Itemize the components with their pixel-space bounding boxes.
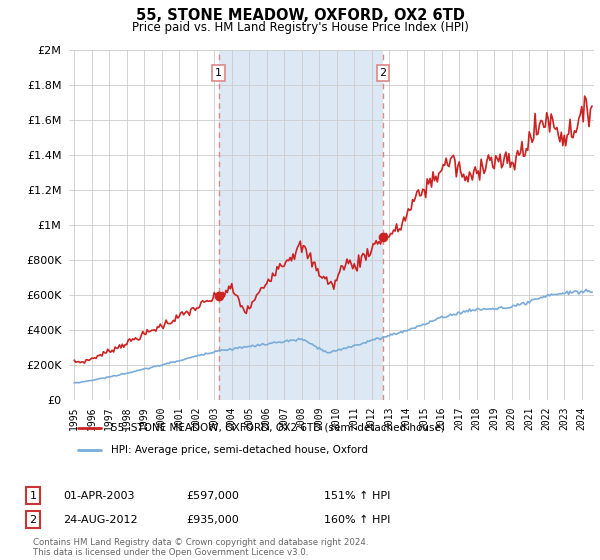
Text: 1: 1: [29, 491, 37, 501]
Text: £935,000: £935,000: [186, 515, 239, 525]
Text: 2: 2: [29, 515, 37, 525]
Text: 24-AUG-2012: 24-AUG-2012: [63, 515, 137, 525]
Text: HPI: Average price, semi-detached house, Oxford: HPI: Average price, semi-detached house,…: [110, 445, 368, 455]
Text: 55, STONE MEADOW, OXFORD, OX2 6TD: 55, STONE MEADOW, OXFORD, OX2 6TD: [136, 8, 464, 24]
Text: £597,000: £597,000: [186, 491, 239, 501]
Text: 01-APR-2003: 01-APR-2003: [63, 491, 134, 501]
Bar: [218, 50, 383, 400]
Text: 55, STONE MEADOW, OXFORD, OX2 6TD (semi-detached house): 55, STONE MEADOW, OXFORD, OX2 6TD (semi-…: [110, 423, 445, 433]
Text: 160% ↑ HPI: 160% ↑ HPI: [324, 515, 391, 525]
Text: 2: 2: [380, 68, 386, 78]
Text: Price paid vs. HM Land Registry's House Price Index (HPI): Price paid vs. HM Land Registry's House …: [131, 21, 469, 34]
Text: 151% ↑ HPI: 151% ↑ HPI: [324, 491, 391, 501]
Text: Contains HM Land Registry data © Crown copyright and database right 2024.
This d: Contains HM Land Registry data © Crown c…: [33, 538, 368, 557]
Text: 1: 1: [215, 68, 222, 78]
